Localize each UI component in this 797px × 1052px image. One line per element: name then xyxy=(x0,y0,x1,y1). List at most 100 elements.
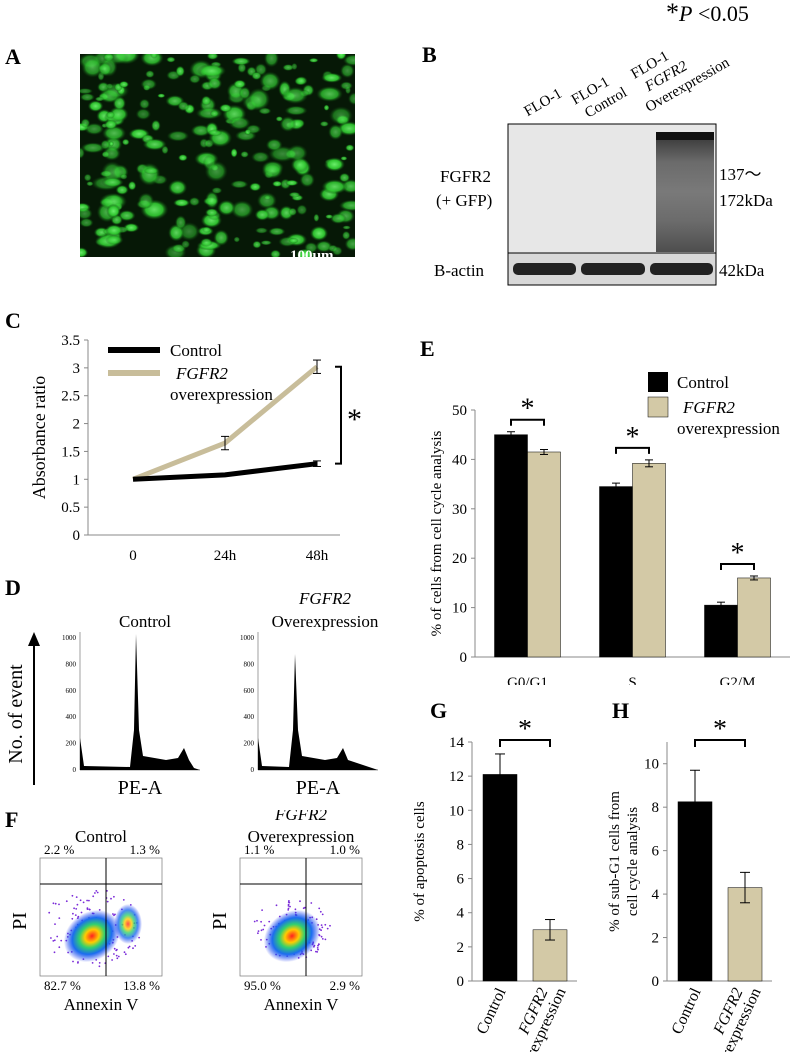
f-event-dot xyxy=(79,899,82,902)
c-ytick-label: 1 xyxy=(73,472,81,488)
f-event-dot xyxy=(72,960,74,963)
g-ytick-label: 4 xyxy=(457,906,465,922)
gfp-cell xyxy=(105,234,124,246)
f-event-dot xyxy=(58,903,60,906)
f-event-dot xyxy=(122,899,125,901)
f-event-dot xyxy=(128,945,131,948)
h-significance-bracket xyxy=(694,739,746,747)
gfp-cell xyxy=(328,106,354,125)
gfp-cell xyxy=(268,227,286,236)
f-event-dot xyxy=(88,899,90,902)
f-plot2-title-1: FGFR2 xyxy=(274,810,327,824)
gfp-cell xyxy=(313,213,320,223)
gfp-cell xyxy=(140,78,158,90)
f-quadrant-ul: 2.2 % xyxy=(44,842,75,857)
note-star: * xyxy=(666,0,679,27)
gfp-cell xyxy=(269,249,282,257)
gfp-cell xyxy=(341,230,351,240)
d-histogram-1 xyxy=(80,634,200,770)
c-xtick-label: 48h xyxy=(306,548,329,564)
f-event-dot xyxy=(288,900,290,902)
f-event-dot xyxy=(320,929,322,932)
scale-bar-line xyxy=(290,267,344,270)
e-ytick-label: 20 xyxy=(452,551,467,567)
panel-label-c: C xyxy=(5,308,21,333)
g-ytick-label: 6 xyxy=(457,872,465,888)
h-ytick-label: 8 xyxy=(652,800,660,816)
row-label-actin: B-actin xyxy=(434,261,485,280)
f-event-dot xyxy=(60,939,63,942)
f-event-dot xyxy=(132,947,134,950)
f-event-dot xyxy=(112,913,114,915)
e-category-label: G0/G1 xyxy=(507,675,548,685)
gfp-cell xyxy=(127,180,137,191)
gfp-cell xyxy=(121,138,130,146)
d-ytick-label: 800 xyxy=(244,660,255,668)
c-ylabel: Absorbance ratio xyxy=(29,376,49,499)
actin-band-1 xyxy=(513,263,576,275)
western-blot: FLO-1 FLO-1 Control FLO-1 FGFR2 Overexpr… xyxy=(434,48,773,286)
f-event-dot xyxy=(260,929,263,932)
f-quadrant-ur: 1.3 % xyxy=(130,842,161,857)
g-significance-bracket xyxy=(499,739,551,747)
f-event-dot xyxy=(124,953,127,956)
panel-label-d: D xyxy=(5,575,21,600)
gfp-cell xyxy=(265,138,283,152)
gfp-cell xyxy=(118,80,130,88)
f-event-dot xyxy=(56,935,59,938)
c-ytick-label: 2.5 xyxy=(61,389,80,405)
f-quadrant-ll: 82.7 % xyxy=(44,978,81,993)
f-event-dot xyxy=(324,923,327,926)
gfp-cell xyxy=(261,162,284,179)
fgfr2-band-overexpression xyxy=(656,132,714,252)
f-event-dot xyxy=(287,905,290,907)
d-ytick-label: 0 xyxy=(251,766,255,774)
f-event-dot xyxy=(92,895,95,898)
row-label-gfp: (+ GFP) xyxy=(436,191,492,210)
e-category-label: G2/M xyxy=(720,675,756,685)
c-significance-star: * xyxy=(347,403,362,436)
gfp-cell xyxy=(197,63,227,78)
f-event-dot xyxy=(65,900,68,903)
f-event-dot xyxy=(263,924,266,927)
gfp-cell xyxy=(104,224,124,237)
actin-band-3 xyxy=(650,263,713,275)
gfp-cell xyxy=(245,124,262,135)
panel-f-flow: 2.2 % 1.3 % 82.7 % 13.8 % PI Annexin V 1.1 % 1.… xyxy=(9,810,363,1014)
e-significance-star: * xyxy=(626,422,640,453)
d-ytick-label: 200 xyxy=(66,740,77,748)
f-event-dot xyxy=(294,908,297,911)
f-event-dot xyxy=(123,951,126,954)
gfp-cell xyxy=(202,226,212,233)
c-ytick-label: 3.5 xyxy=(61,333,80,349)
note-p: P xyxy=(679,1,693,26)
f-event-dot xyxy=(260,939,262,941)
f-event-dot xyxy=(86,899,88,902)
gfp-cell xyxy=(219,103,233,113)
gfp-cell xyxy=(211,187,223,194)
f-event-dot xyxy=(113,895,115,898)
f-event-dot xyxy=(113,953,115,955)
d-hist2-title-1: FGFR2 xyxy=(298,589,351,608)
gfp-cell xyxy=(254,208,270,221)
gfp-cell xyxy=(115,184,129,195)
gfp-cell xyxy=(231,57,251,66)
e-significance-star: * xyxy=(731,538,745,569)
chart-c-absorbance: 0 0.5 1 1.5 2 2.5 3 3.5 0 24h 48h Absorbance ratio C… xyxy=(29,333,362,564)
f-event-dot xyxy=(321,913,324,916)
d-hist1-title: Control xyxy=(119,612,171,631)
gfp-cell xyxy=(177,101,190,112)
f-event-dot xyxy=(288,901,291,904)
f-event-dot xyxy=(113,947,116,950)
gfp-cell xyxy=(296,204,308,216)
gfp-cell xyxy=(321,179,348,195)
f-event-dot xyxy=(316,951,319,953)
gfp-cell xyxy=(80,88,94,95)
actin-band-2 xyxy=(581,263,645,275)
gfp-cell xyxy=(254,227,269,234)
gfp-cell xyxy=(206,54,219,60)
gfp-cell xyxy=(344,237,355,251)
gfp-cell xyxy=(201,95,212,106)
d-xlabel-1: PE-A xyxy=(118,777,163,799)
gfp-cell xyxy=(291,62,298,71)
